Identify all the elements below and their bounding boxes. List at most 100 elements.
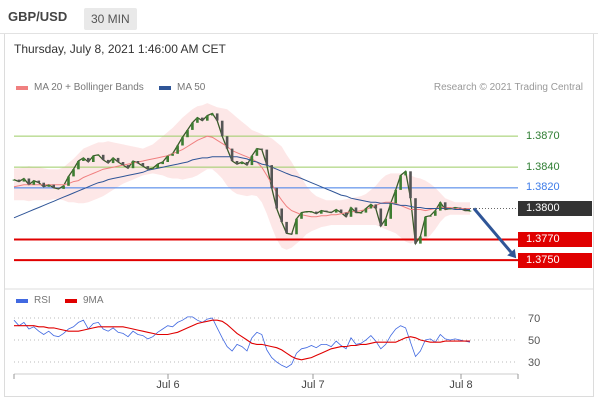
price-candle xyxy=(156,164,159,169)
copyright-text: Research © 2021 Trading Central xyxy=(433,82,583,93)
price-candle xyxy=(255,148,259,156)
price-candle xyxy=(334,209,338,213)
price-candle xyxy=(181,137,184,146)
price-candle xyxy=(131,161,135,169)
x-axis-label: Jul 6 xyxy=(156,379,179,391)
price-candle xyxy=(424,216,427,237)
price-candle xyxy=(82,157,85,161)
price-candle xyxy=(32,180,36,185)
legend-rsi: RSI xyxy=(16,295,51,306)
price-candle xyxy=(389,203,392,219)
legend-ma50-label: MA 50 xyxy=(177,82,206,93)
price-candle xyxy=(285,221,288,234)
price-candle xyxy=(22,178,26,182)
price-candle xyxy=(453,207,457,209)
rsi-tick-label: 30 xyxy=(528,357,540,369)
price-candle xyxy=(57,187,60,189)
price-candle xyxy=(215,113,219,121)
price-candle xyxy=(448,208,452,210)
price-candle xyxy=(211,113,214,116)
price-candle xyxy=(305,211,308,213)
price-candle xyxy=(364,208,368,213)
timeframe-button[interactable]: 30 MIN xyxy=(84,8,137,30)
price-candle xyxy=(52,184,55,188)
price-candle xyxy=(429,215,432,217)
x-axis-label: Jul 7 xyxy=(301,379,324,391)
price-candle xyxy=(409,171,412,199)
price-candle xyxy=(369,204,373,209)
price-candle xyxy=(344,212,348,217)
price-candle xyxy=(329,211,333,213)
chart-frame xyxy=(4,34,594,397)
x-axis-label: Jul 8 xyxy=(449,379,472,391)
legend-ma50: MA 50 xyxy=(159,82,205,93)
price-candle xyxy=(97,154,100,156)
price-candle xyxy=(394,189,397,204)
price-candle xyxy=(260,148,264,150)
price-candle xyxy=(349,207,353,217)
price-level-label-support: 1.3750 xyxy=(518,252,592,268)
rsi-tick-label: 70 xyxy=(528,313,540,325)
price-candle xyxy=(458,207,462,209)
symbol-label: GBP/USD xyxy=(8,9,68,24)
price-candle xyxy=(206,115,209,121)
price-level-label-resistance: 1.3840 xyxy=(526,160,560,173)
legend-rsi-label: RSI xyxy=(34,295,51,306)
price-candle xyxy=(77,161,80,170)
price-candle xyxy=(87,157,90,162)
price-candle xyxy=(121,162,125,166)
price-candle xyxy=(359,212,363,214)
price-candle xyxy=(126,165,130,169)
price-candle xyxy=(37,180,41,183)
legend-rsi-swatch xyxy=(16,298,28,303)
price-candle xyxy=(42,182,45,187)
price-candle xyxy=(196,117,199,123)
price-candle xyxy=(47,184,50,187)
price-level-label-last: 1.3800 xyxy=(518,201,592,216)
price-candle xyxy=(270,165,273,188)
price-candle xyxy=(186,130,189,138)
price-candle xyxy=(295,218,298,235)
price-candle xyxy=(325,210,328,212)
header-bar: GBP/USD 30 MIN xyxy=(0,0,598,34)
price-candle xyxy=(92,155,95,162)
price-candle xyxy=(240,162,244,165)
price-candle xyxy=(439,202,442,211)
price-candle xyxy=(111,157,115,164)
price-candle xyxy=(116,157,120,162)
price-level-label-support: 1.3770 xyxy=(518,232,592,247)
price-candle xyxy=(414,198,417,244)
price-candle xyxy=(141,163,145,167)
price-candle xyxy=(354,207,358,213)
price-candle xyxy=(434,210,437,216)
price-candle xyxy=(12,179,16,181)
price-candle xyxy=(265,149,269,166)
price-candle xyxy=(235,161,239,165)
price-candle xyxy=(101,154,105,160)
price-candle xyxy=(161,162,164,165)
price-level-label-resistance: 1.3870 xyxy=(526,129,560,142)
legend-ma-bb: MA 20 + Bollinger Bands xyxy=(16,82,144,93)
price-candle xyxy=(310,211,313,213)
rsi-series-9ma xyxy=(14,319,470,361)
legend-9ma: 9MA xyxy=(65,295,104,306)
rsi-tick-label: 50 xyxy=(528,335,540,347)
price-candle xyxy=(106,159,110,163)
forecast-arrow-line xyxy=(472,207,513,254)
price-candle xyxy=(27,178,31,185)
price-candle xyxy=(62,185,65,189)
price-level-label-pivot: 1.3820 xyxy=(526,181,560,194)
header-divider xyxy=(0,33,598,34)
price-candle xyxy=(379,208,383,227)
price-candle xyxy=(339,209,343,213)
legend-ma-bb-label: MA 20 + Bollinger Bands xyxy=(34,82,144,93)
price-candle xyxy=(17,179,21,182)
price-candle xyxy=(191,122,194,130)
series-line-ma20 xyxy=(13,135,470,218)
price-candle xyxy=(275,187,278,209)
price-candle xyxy=(225,136,229,149)
legend-ma-bb-swatch xyxy=(16,85,28,90)
price-candle xyxy=(443,202,447,210)
price-candle xyxy=(245,162,249,166)
